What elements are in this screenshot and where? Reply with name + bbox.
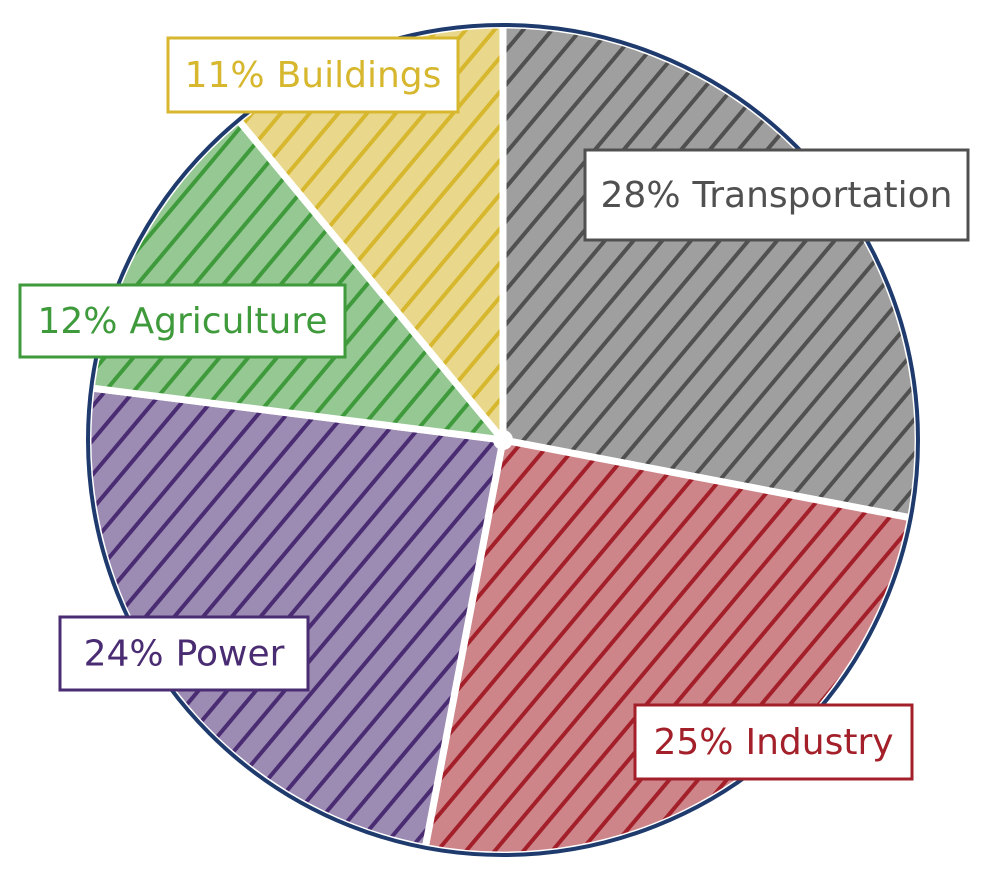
label-box bbox=[583, 148, 970, 242]
label-box bbox=[58, 615, 310, 692]
category-label: Agriculture bbox=[130, 301, 328, 342]
slice-label: 28% Transportation bbox=[601, 175, 953, 216]
value-label: 12% bbox=[38, 301, 118, 342]
value-label: 24% bbox=[84, 634, 164, 675]
pie-slice bbox=[499, 21, 922, 522]
category-label: Buildings bbox=[277, 55, 442, 96]
value-label: 28% bbox=[601, 175, 681, 216]
value-label: 25% bbox=[653, 722, 733, 763]
slice-label: 11% Buildings bbox=[185, 55, 442, 96]
value-label: 11% bbox=[185, 55, 265, 96]
category-label: Power bbox=[176, 634, 285, 675]
category-label: Transportation bbox=[692, 175, 953, 216]
pie-center bbox=[493, 430, 513, 450]
slice-label: 24% Power bbox=[84, 634, 285, 675]
label-box bbox=[18, 283, 347, 359]
pie-outline bbox=[86, 23, 920, 857]
slice-label: 25% Industry bbox=[653, 722, 893, 763]
label-box bbox=[633, 703, 914, 781]
slice-label: 12% Agriculture bbox=[38, 301, 328, 342]
category-label: Industry bbox=[745, 722, 893, 763]
label-box bbox=[166, 36, 460, 114]
pie-slice bbox=[421, 436, 915, 859]
